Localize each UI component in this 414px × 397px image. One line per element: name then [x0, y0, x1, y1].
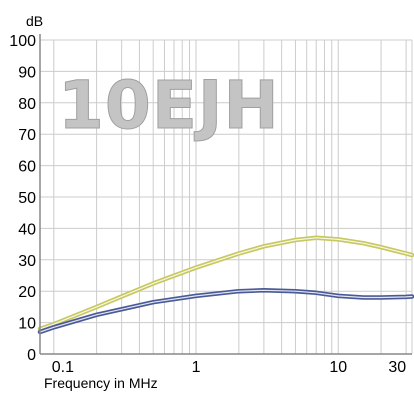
y-tick-label: 20	[18, 284, 36, 301]
tick-labels: 0 10 20 30 40 50 60 70 80 90 100 0.1 1 10 30	[9, 33, 406, 376]
y-tick-label: 0	[27, 347, 36, 364]
series-line-2-highlight	[39, 289, 413, 333]
y-tick-label: 50	[18, 190, 36, 207]
x-tick-label: 30	[388, 359, 406, 376]
y-tick-label: 60	[18, 159, 36, 176]
y-tick-label: 40	[18, 221, 36, 238]
x-tick-label: 10	[329, 359, 347, 376]
x-tick-label: 1	[192, 359, 201, 376]
watermark: 10EJH	[58, 67, 280, 145]
series-line-1-highlight	[39, 237, 413, 330]
x-axis-label: Frequency in MHz	[44, 375, 158, 391]
y-tick-label: 30	[18, 253, 36, 270]
y-tick-label: 10	[18, 316, 36, 333]
x-tick-label: 0.1	[52, 359, 74, 376]
data-series	[37, 235, 414, 335]
grid-lines	[40, 39, 413, 354]
y-tick-label: 70	[18, 127, 36, 144]
y-tick-label: 80	[18, 96, 36, 113]
y-tick-label: 90	[18, 64, 36, 81]
y-tick-label: 100	[9, 33, 36, 50]
watermark-text: 10EJH	[58, 67, 280, 144]
y-axis-label: dB	[26, 13, 43, 29]
axes	[39, 34, 412, 355]
